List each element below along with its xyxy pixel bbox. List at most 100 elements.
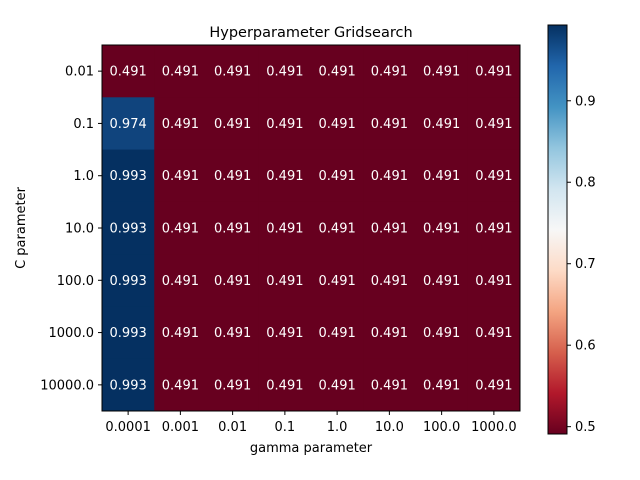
heatmap-cell bbox=[467, 149, 521, 203]
cell-value-label: 0.974 bbox=[110, 117, 147, 132]
x-tick-label: 0.01 bbox=[218, 420, 247, 435]
heatmap-cell-labels: 0.491 0.491 0.491 0.491 0.491 0.491 0.491 0.491… bbox=[110, 65, 513, 394]
y-tick-label: 0.1 bbox=[73, 117, 94, 132]
cell-value-label: 0.491 bbox=[475, 222, 512, 237]
cell-value-label: 0.491 bbox=[266, 378, 303, 393]
cell-value-label: 0.491 bbox=[162, 117, 199, 132]
cell-value-label: 0.491 bbox=[266, 274, 303, 289]
cell-value-label: 0.491 bbox=[371, 326, 408, 341]
cell-value-label: 0.491 bbox=[266, 65, 303, 80]
heatmap-cell bbox=[258, 149, 312, 203]
heatmap-cell bbox=[415, 254, 469, 307]
cell-value-label: 0.993 bbox=[110, 274, 147, 289]
heatmap-cell bbox=[467, 201, 521, 255]
heatmap-cell bbox=[206, 45, 260, 98]
cell-value-label: 0.491 bbox=[475, 65, 512, 80]
cell-value-label: 0.491 bbox=[214, 117, 251, 132]
cell-value-label: 0.491 bbox=[162, 378, 199, 393]
x-tick-label: 1.0 bbox=[327, 420, 348, 435]
heatmap-cell bbox=[206, 254, 260, 307]
heatmap-cells bbox=[102, 45, 521, 412]
cell-value-label: 0.491 bbox=[423, 117, 460, 132]
cell-value-label: 0.993 bbox=[110, 169, 147, 184]
heatmap-cell bbox=[206, 306, 260, 360]
heatmap-cell bbox=[206, 358, 260, 412]
x-axis-label: gamma parameter bbox=[250, 441, 373, 456]
colorbar-tick-label: 0.8 bbox=[575, 176, 596, 191]
cell-value-label: 0.993 bbox=[110, 378, 147, 393]
heatmap-cell bbox=[311, 45, 364, 98]
heatmap-cell bbox=[311, 358, 364, 412]
cell-value-label: 0.491 bbox=[110, 65, 147, 80]
y-axis-ticks: 0.01 0.1 1.0 10.0 100.0 1000.0 10000.0 bbox=[40, 65, 102, 393]
heatmap-cell bbox=[363, 45, 416, 98]
y-tick-label: 1.0 bbox=[73, 169, 94, 184]
colorbar-tick-label: 0.9 bbox=[575, 94, 596, 109]
cell-value-label: 0.491 bbox=[319, 378, 356, 393]
heatmap-cell bbox=[467, 254, 521, 307]
heatmap-cell bbox=[415, 45, 469, 98]
cell-value-label: 0.491 bbox=[214, 274, 251, 289]
heatmap-cell bbox=[311, 97, 364, 151]
y-tick-label: 100.0 bbox=[57, 274, 94, 289]
heatmap-cell bbox=[102, 201, 155, 255]
cell-value-label: 0.491 bbox=[423, 378, 460, 393]
y-tick-label: 0.01 bbox=[65, 65, 94, 80]
cell-value-label: 0.491 bbox=[371, 222, 408, 237]
heatmap-cell bbox=[102, 254, 155, 307]
cell-value-label: 0.491 bbox=[423, 169, 460, 184]
heatmap-cell bbox=[467, 97, 521, 151]
cell-value-label: 0.491 bbox=[319, 326, 356, 341]
heatmap-cell bbox=[467, 358, 521, 412]
cell-value-label: 0.491 bbox=[423, 326, 460, 341]
heatmap-cell bbox=[206, 97, 260, 151]
x-tick-label: 100.0 bbox=[423, 420, 460, 435]
y-tick-label: 10000.0 bbox=[40, 378, 94, 393]
heatmap-cell bbox=[415, 97, 469, 151]
heatmap-cell bbox=[363, 306, 416, 360]
cell-value-label: 0.491 bbox=[162, 222, 199, 237]
colorbar bbox=[547, 24, 568, 435]
heatmap-cell bbox=[206, 201, 260, 255]
cell-value-label: 0.491 bbox=[475, 326, 512, 341]
heatmap-cell bbox=[258, 201, 312, 255]
heatmap-cell bbox=[102, 358, 155, 412]
cell-value-label: 0.491 bbox=[423, 274, 460, 289]
x-tick-label: 0.0001 bbox=[105, 420, 151, 435]
cell-value-label: 0.491 bbox=[475, 117, 512, 132]
cell-value-label: 0.491 bbox=[266, 326, 303, 341]
cell-value-label: 0.491 bbox=[214, 222, 251, 237]
heatmap-cell bbox=[415, 201, 469, 255]
x-axis-ticks: 0.0001 0.001 0.01 0.1 1.0 10.0 100.0 1000.0 bbox=[105, 411, 517, 435]
cell-value-label: 0.491 bbox=[371, 378, 408, 393]
heatmap-cell bbox=[258, 254, 312, 307]
heatmap-cell bbox=[258, 306, 312, 360]
cell-value-label: 0.491 bbox=[371, 274, 408, 289]
cell-value-label: 0.491 bbox=[423, 222, 460, 237]
colorbar-tick-label: 0.6 bbox=[575, 339, 596, 354]
cell-value-label: 0.491 bbox=[475, 378, 512, 393]
colorbar-tick-label: 0.7 bbox=[575, 257, 596, 272]
heatmap-cell bbox=[311, 201, 364, 255]
x-tick-label: 0.1 bbox=[275, 420, 296, 435]
heatmap-cell bbox=[311, 306, 364, 360]
heatmap-cell bbox=[363, 97, 416, 151]
heatmap-cell bbox=[154, 149, 207, 203]
cell-value-label: 0.491 bbox=[162, 65, 199, 80]
cell-value-label: 0.491 bbox=[214, 169, 251, 184]
cell-value-label: 0.491 bbox=[162, 274, 199, 289]
heatmap-cell bbox=[363, 358, 416, 412]
cell-value-label: 0.993 bbox=[110, 326, 147, 341]
heatmap-cell bbox=[102, 45, 155, 98]
chart-title: Hyperparameter Gridsearch bbox=[209, 25, 412, 41]
heatmap-cell bbox=[258, 45, 312, 98]
heatmap-cell bbox=[467, 45, 521, 98]
heatmap-cell bbox=[154, 45, 207, 98]
cell-value-label: 0.491 bbox=[162, 326, 199, 341]
heatmap-cell bbox=[154, 358, 207, 412]
heatmap-cell bbox=[311, 149, 364, 203]
cell-value-label: 0.491 bbox=[319, 274, 356, 289]
heatmap-cell bbox=[363, 149, 416, 203]
heatmap-cell bbox=[154, 306, 207, 360]
